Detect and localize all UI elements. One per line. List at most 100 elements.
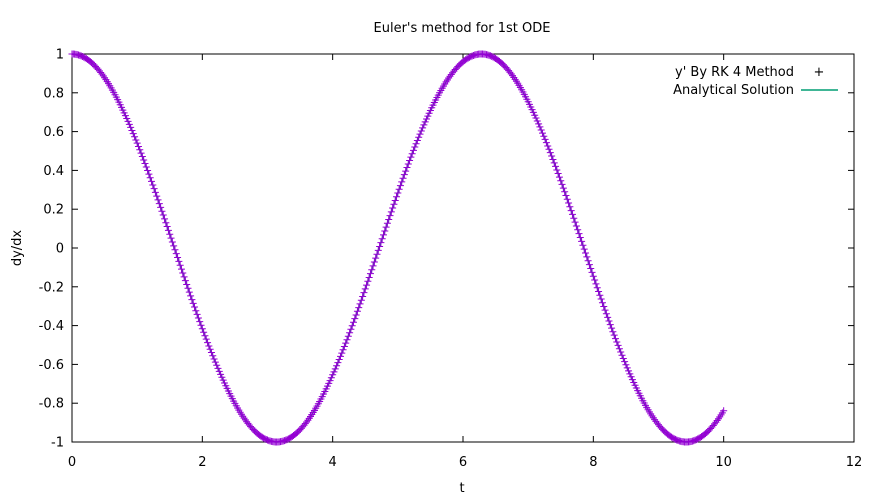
chart-title: Euler's method for 1st ODE bbox=[374, 21, 551, 36]
data-point bbox=[196, 318, 204, 326]
data-point bbox=[623, 364, 631, 372]
data-point bbox=[189, 299, 197, 307]
data-point bbox=[420, 121, 428, 129]
data-point bbox=[177, 265, 185, 273]
legend-label-rk4: y' By RK 4 Method bbox=[675, 65, 794, 80]
data-point bbox=[417, 127, 425, 135]
series-line-analytical bbox=[71, 53, 725, 443]
data-point bbox=[567, 207, 575, 215]
data-point bbox=[582, 249, 590, 257]
data-point bbox=[394, 189, 402, 197]
data-point bbox=[416, 130, 424, 138]
data-point bbox=[99, 72, 107, 80]
series-group bbox=[68, 50, 728, 446]
data-point bbox=[207, 349, 215, 357]
data-point bbox=[132, 136, 140, 144]
data-point bbox=[123, 115, 131, 123]
data-point bbox=[618, 351, 626, 359]
data-point bbox=[610, 331, 618, 339]
data-point bbox=[558, 180, 566, 188]
y-tick-label: -0.4 bbox=[39, 319, 64, 334]
data-point bbox=[385, 215, 393, 223]
data-point bbox=[588, 268, 596, 276]
data-point bbox=[421, 118, 429, 126]
data-point bbox=[544, 142, 552, 150]
data-point bbox=[215, 367, 223, 375]
x-tick-label: 6 bbox=[459, 455, 467, 470]
data-point bbox=[542, 139, 550, 147]
data-point bbox=[329, 371, 337, 379]
data-point bbox=[209, 352, 217, 360]
data-point bbox=[613, 338, 621, 346]
data-point bbox=[372, 254, 380, 262]
data-point bbox=[363, 281, 371, 289]
data-point bbox=[351, 315, 359, 323]
data-point bbox=[148, 177, 155, 185]
data-point bbox=[391, 196, 399, 204]
data-point bbox=[344, 332, 352, 340]
data-point bbox=[621, 358, 629, 366]
data-point bbox=[548, 152, 556, 160]
data-point bbox=[124, 117, 132, 125]
data-point bbox=[609, 328, 617, 336]
data-point bbox=[571, 218, 579, 226]
data-point bbox=[334, 359, 342, 367]
data-point bbox=[625, 367, 633, 375]
data-point bbox=[584, 257, 592, 265]
data-point bbox=[591, 276, 599, 284]
data-point bbox=[364, 277, 372, 285]
data-point bbox=[592, 280, 600, 288]
y-tick-label: -0.8 bbox=[39, 397, 64, 412]
data-point bbox=[576, 234, 584, 242]
data-point bbox=[171, 246, 179, 254]
y-axis: 1 0.8 0.6 0.4 0.2 0 -0.2 -0.4 -0.6 -0.8 -1 bbox=[39, 48, 854, 451]
data-point bbox=[326, 377, 334, 385]
data-point bbox=[531, 111, 539, 119]
data-point bbox=[339, 346, 347, 354]
data-point bbox=[183, 280, 191, 288]
data-point bbox=[366, 270, 374, 278]
data-point bbox=[393, 193, 401, 201]
data-point bbox=[181, 277, 189, 285]
data-point bbox=[598, 299, 606, 307]
data-point bbox=[359, 292, 367, 300]
data-point bbox=[583, 253, 591, 261]
data-point bbox=[164, 226, 172, 234]
data-point bbox=[626, 370, 634, 378]
data-point bbox=[353, 307, 361, 315]
data-point bbox=[596, 291, 604, 299]
x-tick-label: 10 bbox=[715, 455, 732, 470]
data-point bbox=[197, 321, 205, 329]
data-point bbox=[184, 284, 192, 292]
data-point bbox=[539, 129, 546, 137]
data-point bbox=[378, 235, 386, 243]
data-point bbox=[361, 285, 369, 293]
data-point bbox=[167, 234, 175, 242]
data-point bbox=[355, 304, 363, 312]
data-point bbox=[550, 159, 558, 167]
data-point bbox=[614, 341, 622, 349]
x-tick-label: 4 bbox=[329, 455, 337, 470]
data-point bbox=[304, 416, 312, 424]
data-point bbox=[330, 368, 338, 376]
data-point bbox=[627, 373, 635, 381]
data-point bbox=[557, 177, 565, 185]
data-point bbox=[572, 222, 580, 230]
data-point bbox=[580, 245, 588, 253]
data-point bbox=[578, 237, 586, 245]
data-point bbox=[398, 178, 406, 186]
data-point bbox=[423, 115, 431, 123]
data-point bbox=[342, 339, 350, 347]
data-point bbox=[712, 418, 720, 426]
data-point bbox=[213, 361, 221, 369]
data-point bbox=[566, 203, 574, 211]
data-point bbox=[174, 254, 182, 262]
data-point bbox=[335, 356, 343, 364]
series-points-rk4 bbox=[68, 50, 728, 446]
data-point bbox=[545, 145, 553, 153]
legend: y' By RK 4 Method + Analytical Solution bbox=[673, 65, 838, 98]
data-point bbox=[381, 227, 389, 235]
data-point bbox=[533, 117, 541, 125]
data-point bbox=[191, 303, 199, 311]
data-point bbox=[399, 174, 407, 182]
